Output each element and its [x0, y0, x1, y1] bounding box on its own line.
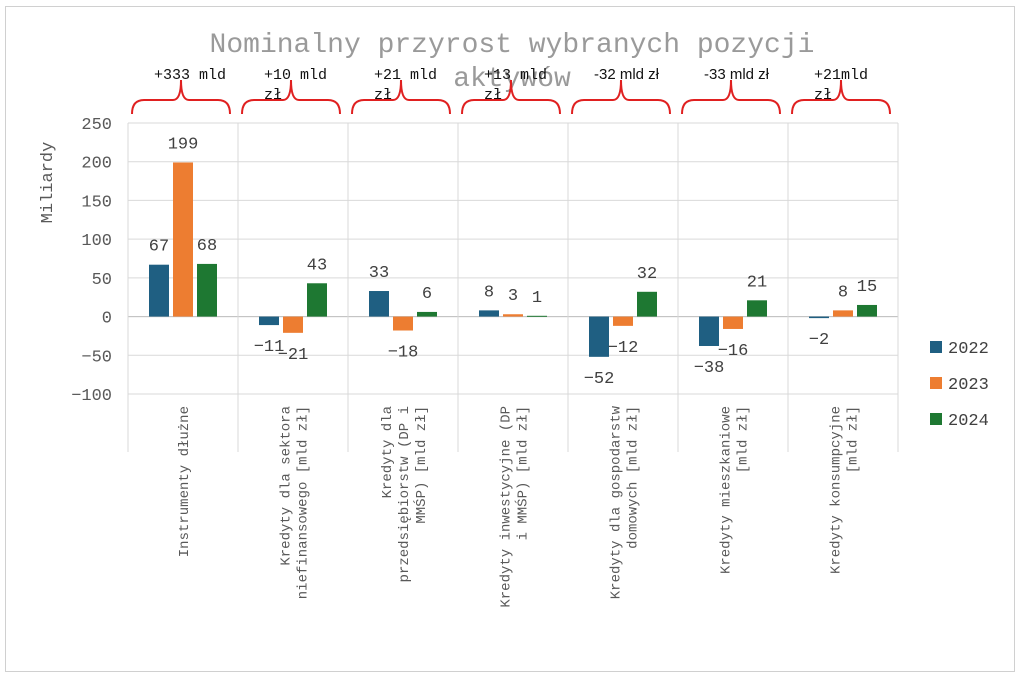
y-tick-label: 200 — [81, 155, 112, 174]
brace-annotation: zł — [814, 87, 832, 104]
data-label: 21 — [747, 273, 767, 292]
category-label-line: Kredyty mieszkaniowe — [719, 406, 735, 574]
y-tick-label: 0 — [102, 310, 112, 329]
category-label-line: przedsiębiorstw (DP i — [397, 406, 413, 582]
brace — [571, 79, 671, 115]
bar-2022 — [149, 264, 169, 317]
bar-2022 — [589, 316, 609, 357]
data-label: −18 — [388, 344, 419, 363]
data-label: 8 — [484, 283, 494, 302]
category-label-line: Kredyty konsumpcyjne — [829, 406, 845, 574]
category-label-line: Kredyty dla gospodarstw — [609, 405, 625, 599]
category-label-line: Kredyty dla sektora — [279, 406, 295, 566]
category-label: Kredyty inwestycyjne (DP i MMŚP) [mld zł] — [499, 406, 532, 608]
bar-2023 — [723, 316, 743, 329]
data-label: −11 — [254, 338, 285, 357]
y-tick-label: 50 — [92, 271, 112, 290]
bar-2023 — [173, 162, 193, 317]
bar-2023 — [503, 314, 523, 317]
data-label: 43 — [307, 256, 327, 275]
data-label: −2 — [809, 331, 829, 350]
bar-2023 — [283, 316, 303, 333]
category-label-line: Kredyty dla — [380, 406, 396, 498]
bar-2023 — [613, 316, 633, 326]
legend-swatch-2022 — [930, 341, 942, 353]
data-label: −12 — [608, 339, 639, 358]
brace-annotation: -32 mld zł — [594, 66, 660, 83]
category-label-line: domowych [mld zł] — [626, 406, 642, 549]
data-label: 67 — [149, 238, 169, 257]
category-label-line: [mld zł] — [736, 406, 752, 473]
category-label: Kredyty konsumpcyjne [mld zł] — [829, 406, 862, 574]
brace — [131, 79, 231, 115]
y-axis-label: Miliardy — [39, 142, 58, 224]
category-label-line: i MMŚP) [mld zł] — [514, 406, 532, 540]
category-label: Kredyty mieszkaniowe [mld zł] — [719, 406, 752, 574]
brace-annotation: zł — [374, 87, 392, 104]
legend-swatch-2023 — [930, 377, 942, 389]
category-label-line: MMŚP) [mld zł] — [412, 406, 430, 524]
bar-2024 — [637, 291, 657, 317]
y-tick-label: −100 — [71, 387, 112, 406]
data-label: 8 — [838, 283, 848, 302]
category-label-line: Instrumenty dłużne — [177, 406, 193, 557]
bar-2024 — [527, 315, 547, 317]
legend-label: 2023 — [948, 376, 989, 395]
bar-2022 — [699, 316, 719, 346]
data-label: 199 — [168, 135, 199, 154]
legend-label: 2022 — [948, 340, 989, 359]
bar-2024 — [417, 311, 437, 317]
brace-annotation: zł — [484, 87, 502, 104]
chart-frame — [5, 6, 1015, 672]
bar-2022 — [809, 316, 829, 319]
bar-2024 — [857, 304, 877, 317]
brace — [681, 79, 781, 115]
bar-2022 — [259, 316, 279, 326]
data-label: 33 — [369, 264, 389, 283]
data-label: −38 — [694, 359, 725, 378]
bar-2023 — [393, 316, 413, 331]
brace-annotation: zł — [264, 87, 282, 104]
data-label: 1 — [532, 289, 542, 308]
category-label-line: niefinansowego [mld zł] — [296, 406, 312, 599]
bar-2024 — [197, 263, 217, 317]
legend-swatch-2024 — [930, 413, 942, 425]
brace — [791, 79, 891, 115]
brace-annotation: +21mld — [814, 67, 868, 84]
data-label: 3 — [508, 287, 518, 306]
bar-2023 — [833, 310, 853, 317]
brace-annotation: -33 mld zł — [704, 66, 770, 83]
legend-label: 2024 — [948, 412, 989, 431]
brace-annotation: +333 mld — [154, 67, 226, 84]
data-label: 15 — [857, 278, 877, 297]
data-label: 32 — [637, 265, 657, 284]
category-label: Kredyty dla gospodarstw domowych [mld zł] — [609, 405, 642, 599]
brace — [351, 79, 451, 115]
brace-annotation: +21 mld — [374, 67, 437, 84]
bar-2022 — [369, 291, 389, 317]
category-label: Kredyty dla przedsiębiorstw (DP i MMŚP) [m… — [380, 406, 430, 582]
data-label: 68 — [197, 237, 217, 256]
y-tick-label: 150 — [81, 193, 112, 212]
category-label: Instrumenty dłużne — [177, 406, 193, 557]
brace-annotation: +10 mld — [264, 67, 327, 84]
category-label-line: Kredyty inwestycyjne (DP — [499, 406, 515, 608]
brace-annotation: +13 mld — [484, 67, 547, 84]
data-label: 6 — [422, 285, 432, 304]
brace — [241, 79, 341, 115]
y-tick-label: −50 — [81, 348, 112, 367]
category-label-line: [mld zł] — [846, 406, 862, 473]
bar-2022 — [479, 310, 499, 317]
data-label: −21 — [278, 346, 309, 365]
y-tick-label: 250 — [81, 116, 112, 135]
data-label: −52 — [584, 370, 615, 389]
data-label: −16 — [718, 342, 749, 361]
bar-2024 — [307, 283, 327, 317]
bar-2024 — [747, 300, 767, 317]
category-label: Kredyty dla sektora niefinansowego [mld z… — [279, 406, 312, 599]
y-tick-label: 100 — [81, 232, 112, 251]
brace — [461, 79, 561, 115]
chart-title: Nominalny przyrost wybranych pozycji — [210, 30, 815, 61]
